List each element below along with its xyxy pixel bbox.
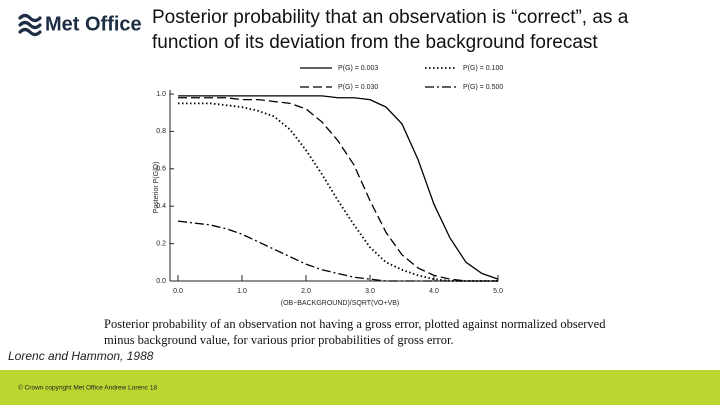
x-tick-label: 4.0	[429, 288, 439, 295]
y-tick-label: 0.4	[156, 203, 166, 210]
x-tick-label: 3.0	[365, 288, 375, 295]
reference: Lorenc and Hammon, 1988	[8, 349, 154, 363]
line-series	[178, 102, 498, 282]
logo-wave	[18, 13, 42, 23]
figure-caption: Posterior probability of an observation …	[104, 317, 606, 331]
x-tick-label: 0.0	[173, 288, 183, 295]
line-series	[178, 95, 499, 280]
x-axis-label: (OB−BACKGROUND)/SQRT(VO+VB)	[281, 300, 400, 307]
legend-label: P(G) = 0.100	[463, 65, 503, 72]
x-tick-label: 1.0	[237, 288, 247, 295]
line-series	[178, 97, 498, 282]
y-tick-label: 1.0	[156, 91, 166, 98]
footer-bar	[0, 370, 720, 405]
x-tick-label: 2.0	[301, 288, 311, 295]
legend-label: P(G) = 0.030	[338, 84, 378, 91]
logo-icon	[18, 13, 42, 37]
footer-text: © Crown copyright Met Office Andrew Lore…	[18, 384, 157, 392]
slide-title: Posterior probability that an observatio…	[152, 7, 629, 28]
slide-title: function of its deviation from the backg…	[152, 32, 598, 53]
x-tick-label: 5.0	[493, 288, 503, 295]
chart: 0.0 0.2 0.4 0.6 0.8 1.0 0.0 1.0 2.0 3.0 4.0 5.0 Post…	[104, 65, 606, 347]
y-tick-label: 0.8	[156, 128, 166, 135]
figure-caption: minus background value, for various prio…	[104, 333, 454, 347]
legend-label: P(G) = 0.500	[463, 84, 503, 91]
legend-label: P(G) = 0.003	[338, 65, 378, 72]
logo-text: Met Office	[45, 13, 142, 35]
logo-wave	[18, 27, 42, 37]
y-tick-label: 0.2	[156, 240, 166, 247]
line-series	[177, 220, 498, 282]
y-axis-label: Posterior P(G|D)	[153, 162, 160, 214]
y-tick-label: 0.6	[156, 166, 166, 173]
y-tick-label: 0.0	[156, 278, 166, 285]
logo-wave	[18, 20, 42, 30]
